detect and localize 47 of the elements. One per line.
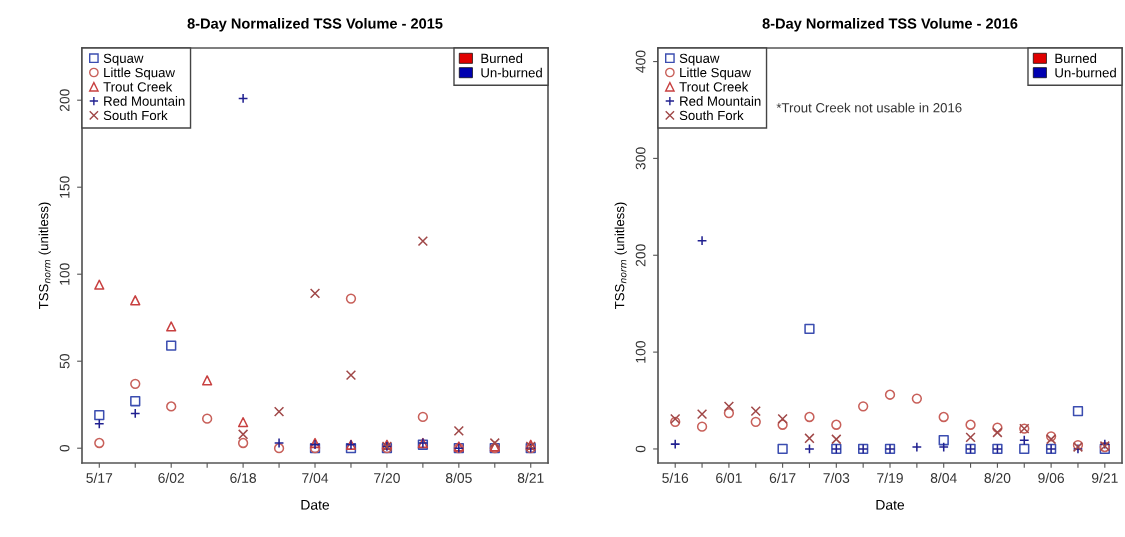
y-tick-label: 300 [635,147,646,170]
x-tick-label: 9/21 [1091,472,1118,483]
legend-label: Red Mountain [680,96,761,106]
y-tick-label: 100 [59,263,70,285]
chart-title: 8-Day Normalized TSS Volume - 2016 [762,17,1018,32]
legend-label: Trout Creek [103,81,173,92]
x-tick-label: 7/20 [374,472,400,483]
legend-label: South Fork [679,110,744,121]
x-tick-label: 6/18 [230,472,257,483]
x-tick-label: 8/20 [984,472,1011,483]
x-tick-label: 6/01 [716,472,742,483]
x-tick-label: 8/05 [445,472,472,483]
legend-label: Burned [1055,53,1097,64]
legend-label: Un-burned [481,67,542,78]
y-axis-title: TSS$_{norm}$ (unitless) [38,202,51,310]
x-tick-label: 7/04 [302,472,329,483]
x-tick-label: 6/17 [769,472,796,483]
y-tick-label: 0 [635,445,646,453]
legend-label: Un-burned [1055,67,1116,78]
x-axis-title: Date [301,500,330,510]
x-tick-label: 6/02 [158,472,185,483]
legend-label: Little Squaw [104,67,176,80]
x-tick-label: 8/21 [517,472,544,483]
legend-label: Red Mountain [104,96,185,106]
x-tick-label: 7/19 [877,472,903,483]
x-tick-label: 9/06 [1038,472,1065,483]
y-tick-label: 100 [635,341,646,363]
x-axis-title: Date [876,500,905,510]
y-tick-label: 400 [635,50,646,73]
y-axis-title: TSS$_{norm}$ (unitless) [614,202,627,310]
x-tick-label: 5/17 [86,472,113,483]
y-tick-label: 50 [59,354,70,369]
x-tick-label: 7/03 [823,472,850,483]
legend-label: South Fork [103,110,168,121]
y-tick-label: 0 [59,444,70,452]
legend-label: Burned [481,53,523,64]
legend-label: Squaw [103,53,144,66]
y-tick-label: 150 [59,176,70,198]
x-tick-label: 5/16 [662,472,689,483]
legend-label: Little Squaw [680,67,752,80]
annotation: *Trout Creek not usable in 2016 [776,102,962,113]
chart-title: 8-Day Normalized TSS Volume - 2015 [187,17,443,32]
legend-label: Squaw [679,53,720,66]
y-tick-label: 200 [59,89,70,112]
y-tick-label: 200 [635,244,646,267]
x-tick-label: 8/04 [930,472,957,483]
legend-label: Trout Creek [679,81,749,92]
